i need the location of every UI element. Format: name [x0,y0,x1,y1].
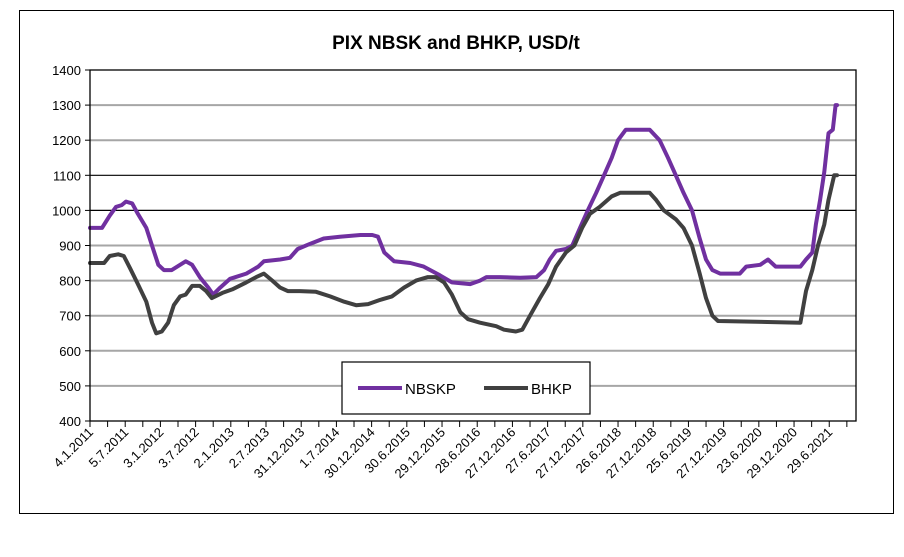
y-tick-label: 1100 [53,168,81,183]
y-tick-label: 900 [59,239,81,254]
y-tick-label: 1400 [52,63,81,78]
legend: NBSKP BHKP [341,361,591,415]
y-tick-label: 1300 [52,98,81,113]
y-tick-label: 1000 [52,203,81,218]
y-axis: 400 500 600 700 800 900 1000 1100 1200 1300 1400 [52,63,90,429]
legend-label-bhkp: BHKP [531,381,572,398]
y-tick-label: 1200 [52,133,81,148]
y-tick-label: 400 [59,414,81,429]
plot-area-border [89,69,857,422]
series-line-nbskp [88,103,839,297]
y-tick-label: 600 [59,344,81,359]
legend-label-nbskp: NBSKP [405,381,456,398]
series-lines [88,103,839,336]
y-tick-label: 500 [59,379,81,394]
chart-frame [19,10,894,514]
y-tick-label: 800 [59,274,81,289]
chart-title: PIX NBSK and BHKP, USD/t [332,33,580,54]
gridlines [90,104,856,387]
series-line-bhkp [88,173,839,336]
y-tick-label: 700 [59,309,81,324]
